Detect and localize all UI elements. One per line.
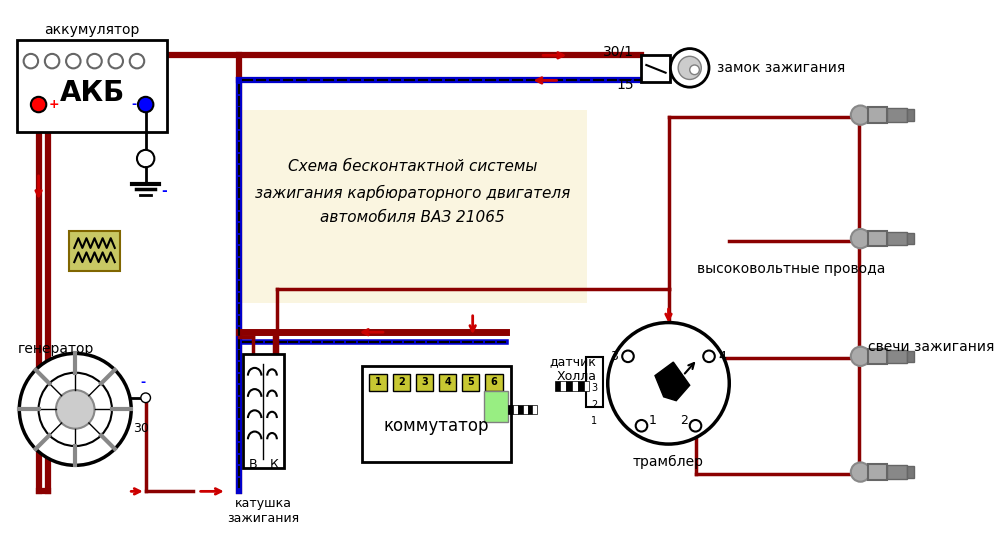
Bar bbox=[578, 381, 584, 391]
Bar bbox=[642, 55, 671, 82]
Bar bbox=[523, 405, 528, 414]
Circle shape bbox=[45, 54, 59, 68]
Text: 3: 3 bbox=[421, 378, 428, 387]
Circle shape bbox=[690, 420, 702, 432]
Circle shape bbox=[130, 54, 145, 68]
Circle shape bbox=[24, 54, 38, 68]
Circle shape bbox=[66, 54, 81, 68]
Bar bbox=[17, 40, 167, 131]
Circle shape bbox=[608, 322, 730, 444]
Circle shape bbox=[679, 56, 702, 80]
Circle shape bbox=[851, 229, 870, 248]
Text: 3: 3 bbox=[611, 350, 619, 363]
Text: 4: 4 bbox=[444, 378, 451, 387]
Bar bbox=[508, 405, 513, 414]
Bar bbox=[868, 464, 887, 480]
Bar bbox=[887, 349, 907, 363]
Text: 2: 2 bbox=[398, 378, 404, 387]
Circle shape bbox=[851, 347, 870, 366]
Text: датчик
Холла: датчик Холла bbox=[549, 355, 596, 383]
Circle shape bbox=[851, 105, 870, 125]
Text: 4: 4 bbox=[719, 350, 727, 363]
Bar bbox=[907, 351, 914, 362]
Bar bbox=[584, 381, 590, 391]
Bar bbox=[887, 232, 907, 246]
Circle shape bbox=[704, 351, 715, 362]
Text: 30: 30 bbox=[133, 422, 149, 435]
Bar bbox=[485, 374, 503, 391]
Text: 1: 1 bbox=[649, 414, 657, 427]
Text: 15: 15 bbox=[616, 78, 634, 93]
Bar bbox=[392, 374, 410, 391]
Text: 2: 2 bbox=[591, 400, 598, 410]
Circle shape bbox=[137, 150, 155, 167]
Text: В: В bbox=[249, 458, 257, 471]
Bar bbox=[566, 381, 572, 391]
Circle shape bbox=[141, 393, 151, 403]
Bar bbox=[369, 374, 387, 391]
Bar bbox=[439, 374, 456, 391]
Text: 6: 6 bbox=[491, 378, 497, 387]
Text: аккумулятор: аккумулятор bbox=[45, 23, 140, 37]
Text: -: - bbox=[131, 98, 136, 111]
Text: 3: 3 bbox=[591, 383, 597, 393]
Text: +: + bbox=[48, 98, 59, 111]
Text: -: - bbox=[161, 184, 167, 198]
Bar bbox=[907, 466, 914, 478]
Circle shape bbox=[19, 353, 131, 465]
Circle shape bbox=[851, 463, 870, 481]
Bar bbox=[528, 405, 533, 414]
Text: 30/1: 30/1 bbox=[603, 44, 634, 58]
Bar bbox=[462, 374, 479, 391]
Circle shape bbox=[87, 54, 102, 68]
Circle shape bbox=[636, 420, 648, 432]
Circle shape bbox=[109, 54, 123, 68]
Text: коммутатор: коммутатор bbox=[384, 417, 489, 435]
Bar bbox=[533, 405, 537, 414]
Text: трамблер: трамблер bbox=[633, 454, 704, 469]
Bar bbox=[555, 381, 561, 391]
Bar bbox=[361, 366, 511, 463]
Bar bbox=[572, 381, 578, 391]
Text: 2: 2 bbox=[680, 414, 688, 427]
Text: К: К bbox=[269, 458, 278, 471]
Circle shape bbox=[671, 49, 709, 87]
Bar bbox=[484, 391, 508, 422]
Text: катушка
зажигания: катушка зажигания bbox=[228, 497, 299, 525]
Bar bbox=[887, 465, 907, 479]
Bar bbox=[907, 109, 914, 121]
Bar bbox=[868, 231, 887, 246]
Text: -: - bbox=[141, 376, 146, 389]
Circle shape bbox=[31, 97, 46, 112]
Bar bbox=[70, 231, 120, 272]
Bar bbox=[240, 110, 587, 304]
Text: свечи зажигания: свечи зажигания bbox=[867, 340, 994, 354]
Bar bbox=[513, 405, 518, 414]
Bar bbox=[907, 233, 914, 245]
Bar bbox=[416, 374, 433, 391]
Polygon shape bbox=[655, 362, 690, 401]
Circle shape bbox=[622, 351, 634, 362]
Bar bbox=[586, 357, 603, 407]
Text: 5: 5 bbox=[467, 378, 474, 387]
Text: высоковольтные провода: высоковольтные провода bbox=[697, 262, 885, 276]
Text: 1: 1 bbox=[375, 378, 381, 387]
Text: замок зажигания: замок зажигания bbox=[717, 61, 845, 75]
Text: Схема бесконтактной системы
зажигания карбюраторного двигателя
автомобиля ВАЗ 21: Схема бесконтактной системы зажигания ка… bbox=[255, 159, 571, 226]
Circle shape bbox=[56, 390, 95, 428]
Circle shape bbox=[690, 65, 700, 75]
Text: генератор: генератор bbox=[18, 342, 94, 356]
Bar bbox=[244, 354, 283, 468]
Bar bbox=[561, 381, 566, 391]
Bar bbox=[868, 348, 887, 364]
Text: АКБ: АКБ bbox=[60, 79, 125, 107]
Circle shape bbox=[138, 97, 154, 112]
Bar bbox=[518, 405, 523, 414]
Bar bbox=[868, 108, 887, 123]
Bar bbox=[887, 108, 907, 122]
Text: 1: 1 bbox=[591, 416, 597, 426]
Circle shape bbox=[39, 373, 112, 446]
